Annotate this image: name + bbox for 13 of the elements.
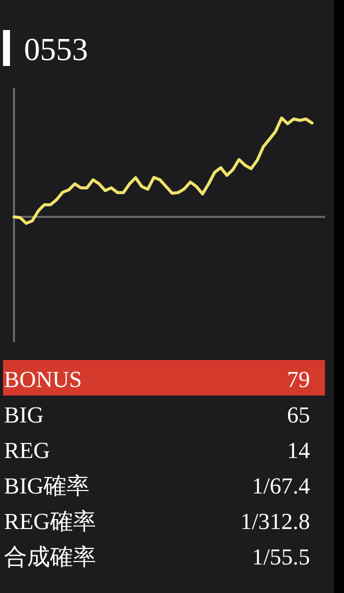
text: 1/55.5 xyxy=(252,544,310,570)
category-label: BIG確率 xyxy=(4,474,90,498)
chart-title: 0553 xyxy=(24,31,88,67)
category-label: 合成確率 xyxy=(4,544,96,570)
text: 79 xyxy=(287,367,310,392)
text: 1/312.8 xyxy=(240,509,310,534)
category-label: BONUS xyxy=(4,367,82,392)
text: 1/67.4 xyxy=(252,474,310,498)
category-label: REG確率 xyxy=(4,509,96,534)
category-label: BIG xyxy=(4,402,44,428)
text: 65 xyxy=(287,402,310,428)
text: 14 xyxy=(287,438,310,463)
category-label: REG xyxy=(4,438,50,463)
